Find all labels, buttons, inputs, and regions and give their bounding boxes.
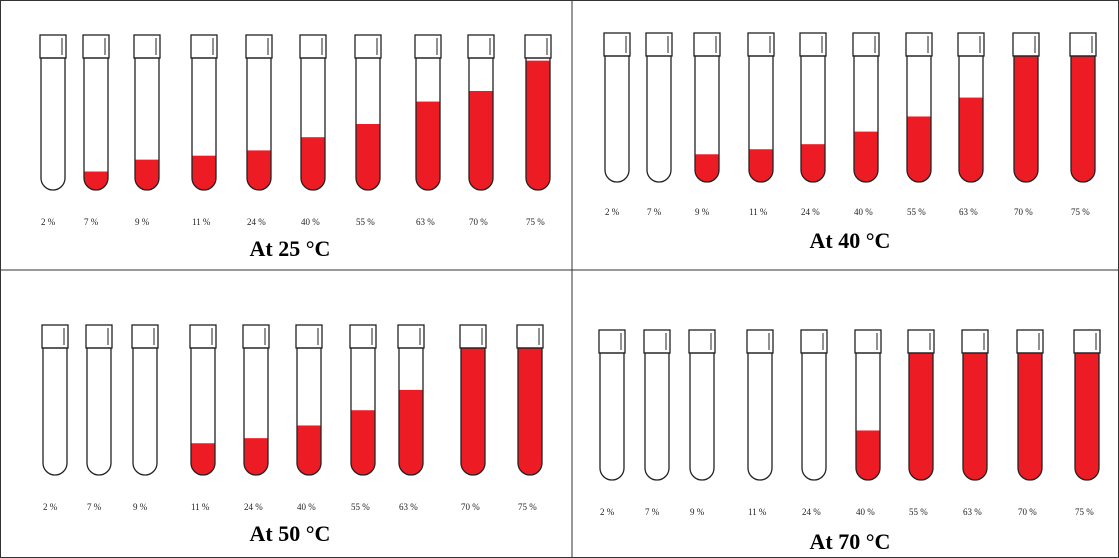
tube-fill xyxy=(469,91,493,190)
tube-label: 75 % xyxy=(1071,207,1090,217)
tube-label: 70 % xyxy=(461,502,480,512)
tube-label: 11 % xyxy=(192,217,211,227)
tube-label: 63 % xyxy=(959,207,978,217)
tube-label: 70 % xyxy=(1014,207,1033,217)
tube-label: 9 % xyxy=(695,207,710,217)
tube-label: 11 % xyxy=(748,507,767,517)
tube-label: 7 % xyxy=(645,507,660,517)
border xyxy=(1,1,1119,558)
tube-fill xyxy=(1014,56,1038,182)
tube-fill xyxy=(191,443,215,475)
tube-label: 75 % xyxy=(1075,507,1094,517)
tube-label: 9 % xyxy=(133,502,148,512)
tube-label: 75 % xyxy=(526,217,545,227)
tube-fill xyxy=(135,160,159,190)
tube-label: 11 % xyxy=(191,502,210,512)
tube-fill xyxy=(749,149,773,182)
tube-fill xyxy=(907,116,931,182)
tube-fill xyxy=(518,348,542,475)
tube-label: 70 % xyxy=(1018,507,1037,517)
tube-fill xyxy=(247,150,271,190)
tube-fill xyxy=(854,132,878,182)
tube-fill xyxy=(801,144,825,182)
tube-fill xyxy=(416,102,440,190)
tube-label: 9 % xyxy=(690,507,705,517)
panel-title: At 40 °C xyxy=(810,228,891,253)
tube-fill xyxy=(297,425,321,475)
tube-label: 7 % xyxy=(647,207,662,217)
tube-fill xyxy=(963,353,987,480)
tube-label: 55 % xyxy=(351,502,370,512)
panel-title: At 25 °C xyxy=(250,236,331,261)
tube-label: 55 % xyxy=(356,217,375,227)
tube-fill xyxy=(192,156,216,190)
tube-label: 2 % xyxy=(43,502,58,512)
tube-label: 11 % xyxy=(749,207,768,217)
tube-label: 7 % xyxy=(87,502,102,512)
tube-label: 75 % xyxy=(518,502,537,512)
tube-label: 63 % xyxy=(963,507,982,517)
figure: 2 % 7 % 9 % 11 % 24 % 40 % 55 % 63 % 70 % 75 % At … xyxy=(0,0,1119,558)
tube-label: 24 % xyxy=(801,207,820,217)
tube-label: 55 % xyxy=(907,207,926,217)
tube-label: 55 % xyxy=(909,507,928,517)
tube-fill xyxy=(399,390,423,475)
tube-fill xyxy=(1071,56,1095,182)
tube-label: 40 % xyxy=(854,207,873,217)
tube-label: 40 % xyxy=(856,507,875,517)
panel-title: At 50 °C xyxy=(250,521,331,546)
tube-fill xyxy=(244,438,268,475)
tube-label: 9 % xyxy=(135,217,150,227)
tube-fill xyxy=(909,353,933,480)
tube-label: 70 % xyxy=(469,217,488,227)
tube-fill xyxy=(356,124,380,190)
tube-fill xyxy=(959,98,983,182)
tube-label: 24 % xyxy=(244,502,263,512)
tube-label: 7 % xyxy=(84,217,99,227)
tube-label: 24 % xyxy=(247,217,266,227)
tube-label: 40 % xyxy=(297,502,316,512)
tube-label: 63 % xyxy=(416,217,435,227)
tube-label: 63 % xyxy=(399,502,418,512)
tube-fill xyxy=(1075,353,1099,480)
tube-label: 2 % xyxy=(41,217,56,227)
panel-title: At 70 °C xyxy=(810,529,891,554)
tube-fill xyxy=(1018,353,1042,480)
tube-fill xyxy=(856,430,880,480)
tube-fill xyxy=(301,137,325,190)
tube-fill xyxy=(461,348,485,475)
tube-fill xyxy=(526,61,550,190)
tube-label: 2 % xyxy=(600,507,615,517)
tube-label: 2 % xyxy=(605,207,620,217)
tube-label: 24 % xyxy=(802,507,821,517)
tube-fill xyxy=(351,410,375,475)
tube-label: 40 % xyxy=(301,217,320,227)
